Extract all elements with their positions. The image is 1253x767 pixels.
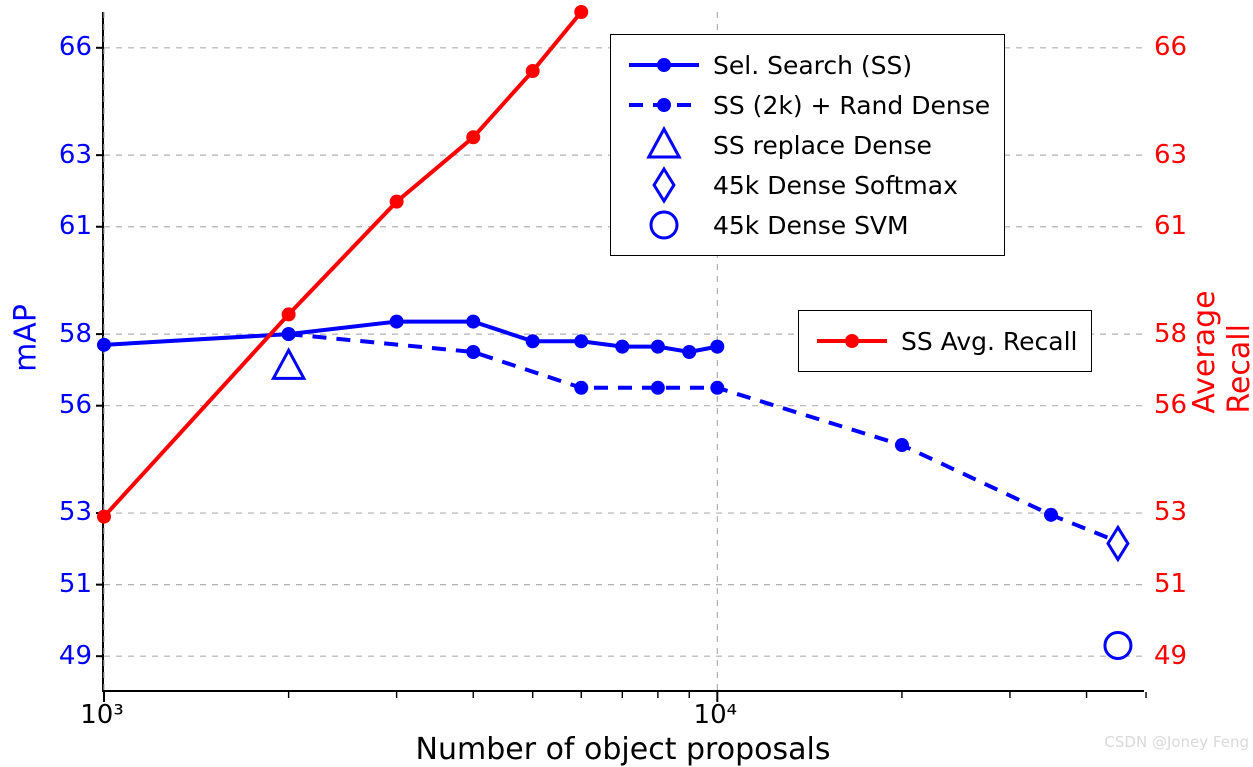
y-left-tick-label: 58 [59, 319, 92, 349]
y-right-tick-label: 56 [1154, 390, 1187, 420]
legend-item: SS (2k) + Rand Dense [625, 85, 990, 125]
y-axis-left-label: mAP [9, 304, 44, 372]
y-left-tick-label: 66 [59, 32, 92, 62]
legend-item: SS Avg. Recall [813, 321, 1077, 361]
y-right-tick-label: 66 [1154, 32, 1187, 62]
y-right-tick-label: 61 [1154, 211, 1187, 241]
legend-box: Sel. Search (SS) SS (2k) + Rand Dense SS r… [610, 34, 1005, 256]
legend-item: SS replace Dense [625, 125, 990, 165]
legend-swatch [625, 125, 703, 165]
legend-box: SS Avg. Recall [798, 310, 1092, 372]
y-right-tick-label: 51 [1154, 569, 1187, 599]
y-right-tick-label: 58 [1154, 319, 1187, 349]
y-left-tick-label: 56 [59, 390, 92, 420]
x-tick-label: 10⁴ [694, 700, 738, 730]
legend-item: 45k Dense SVM [625, 205, 990, 245]
y-left-tick-label: 61 [59, 211, 92, 241]
legend-label: SS (2k) + Rand Dense [713, 91, 990, 120]
legend-swatch [813, 321, 891, 361]
y-left-tick-label: 63 [59, 140, 92, 170]
y-right-tick-label: 49 [1154, 641, 1187, 671]
legend-item: Sel. Search (SS) [625, 45, 990, 85]
x-tick-label: 10³ [80, 700, 124, 730]
y-left-tick-label: 51 [59, 569, 92, 599]
legend-label: 45k Dense Softmax [713, 171, 958, 200]
legend-swatch [625, 205, 703, 245]
legend-label: 45k Dense SVM [713, 211, 909, 240]
y-left-tick-label: 53 [59, 497, 92, 527]
y-axis-right-label: Average Recall [1187, 290, 1253, 413]
legend-label: SS Avg. Recall [901, 327, 1077, 356]
legend-label: Sel. Search (SS) [713, 51, 912, 80]
y-left-tick-label: 49 [59, 641, 92, 671]
legend-swatch [625, 165, 703, 205]
x-axis-label: Number of object proposals [416, 732, 831, 767]
y-right-tick-label: 63 [1154, 140, 1187, 170]
legend-swatch [625, 45, 703, 85]
watermark-text: CSDN @Joney Feng [1104, 733, 1249, 751]
legend-swatch [625, 85, 703, 125]
y-right-tick-label: 53 [1154, 497, 1187, 527]
chart-container: mAP Average Recall Number of object prop… [0, 0, 1253, 757]
legend-item: 45k Dense Softmax [625, 165, 990, 205]
legend-label: SS replace Dense [713, 131, 932, 160]
